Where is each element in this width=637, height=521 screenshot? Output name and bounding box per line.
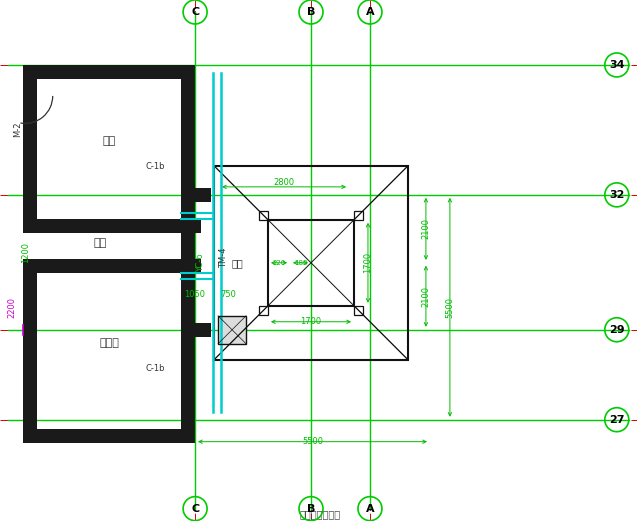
Text: 32: 32 — [609, 190, 624, 200]
Bar — [218, 316, 246, 344]
Text: A: A — [366, 504, 375, 514]
Bar — [181, 296, 195, 443]
Bar — [23, 259, 37, 443]
Text: 180: 180 — [294, 260, 307, 266]
Bar — [259, 306, 268, 315]
Text: 厨房: 厨房 — [103, 136, 116, 146]
Text: 1700: 1700 — [301, 317, 322, 326]
Text: M-2: M-2 — [13, 121, 22, 137]
Bar — [214, 166, 408, 359]
Bar — [23, 259, 201, 273]
Text: 2200: 2200 — [8, 297, 17, 318]
Text: 34: 34 — [609, 60, 624, 70]
Text: B: B — [307, 7, 315, 17]
Text: A: A — [366, 7, 375, 17]
Text: 5500: 5500 — [445, 297, 454, 318]
Text: 2100: 2100 — [422, 218, 431, 239]
Text: 1200: 1200 — [21, 242, 30, 263]
Text: C: C — [191, 504, 199, 514]
Bar — [181, 65, 195, 176]
Bar — [354, 211, 363, 220]
Bar — [30, 219, 188, 226]
Text: TM-4: TM-4 — [218, 247, 227, 268]
Bar — [354, 306, 363, 315]
Bar — [181, 65, 195, 443]
Text: 2100: 2100 — [422, 286, 431, 307]
Bar — [23, 429, 195, 443]
Bar — [181, 188, 211, 202]
Text: 27: 27 — [609, 415, 624, 425]
Bar — [218, 316, 246, 344]
Text: C-1b: C-1b — [145, 163, 165, 171]
Bar — [259, 211, 268, 220]
Text: 220: 220 — [273, 260, 285, 266]
Text: 塔吊基础平面图: 塔吊基础平面图 — [299, 510, 341, 519]
Text: 5500: 5500 — [302, 437, 323, 446]
Text: YC-6: YC-6 — [196, 253, 204, 272]
Text: 1700: 1700 — [364, 252, 373, 274]
Text: 2800: 2800 — [273, 178, 294, 188]
Text: 750: 750 — [220, 290, 236, 299]
Text: C: C — [191, 7, 199, 17]
Text: C-1b: C-1b — [145, 364, 165, 373]
Text: 主卧室: 主卧室 — [99, 338, 119, 348]
Bar — [268, 220, 354, 306]
Bar — [181, 323, 211, 337]
Text: B: B — [307, 504, 315, 514]
Bar — [23, 219, 201, 233]
Bar — [23, 65, 37, 233]
Text: 29: 29 — [609, 325, 625, 335]
Text: 1050: 1050 — [185, 290, 206, 299]
Bar — [23, 65, 195, 79]
Text: 客厅: 客厅 — [94, 238, 107, 248]
Text: 阳台: 阳台 — [231, 258, 243, 268]
